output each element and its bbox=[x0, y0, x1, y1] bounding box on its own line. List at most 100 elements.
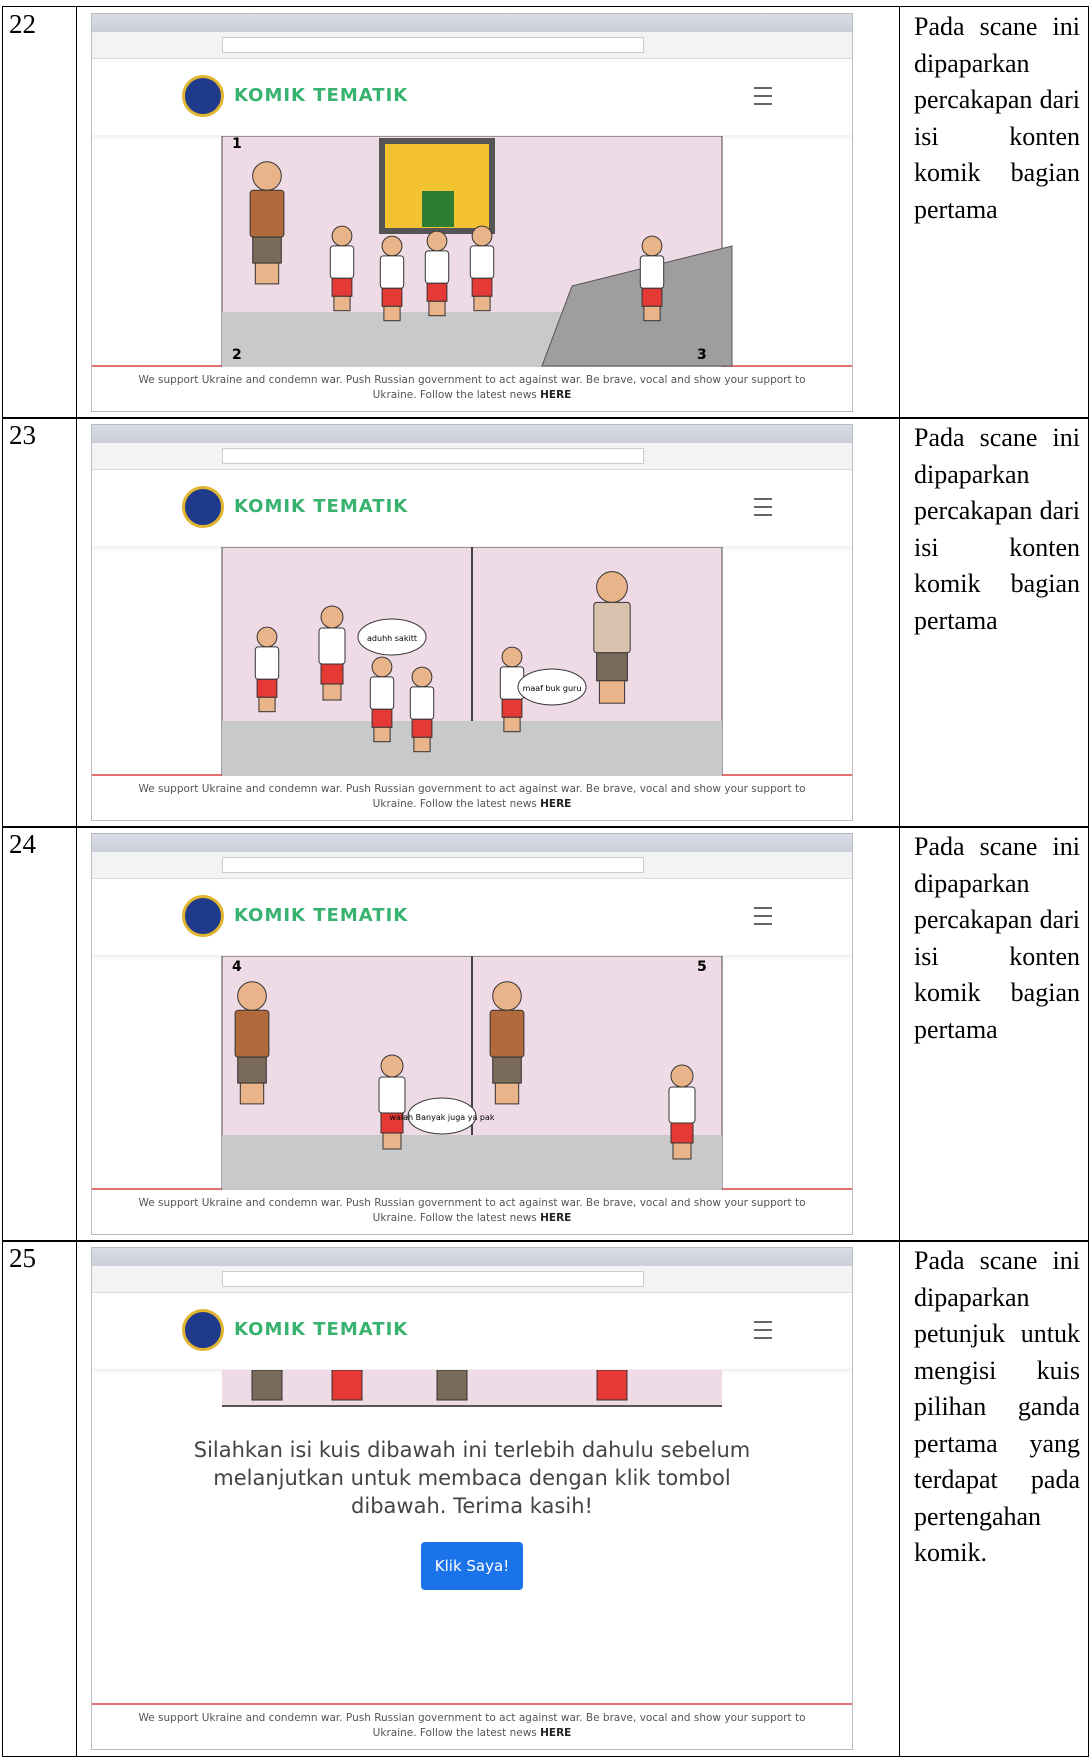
table-row: 23 Pada scane ini dipaparkan percakapan d… bbox=[2, 417, 1089, 828]
figure-legs bbox=[331, 277, 353, 297]
site-header: KOMIK TEMATIK bbox=[92, 879, 852, 955]
figure-head bbox=[237, 981, 267, 1011]
figure-head bbox=[331, 225, 353, 247]
panel-number: 1 bbox=[232, 136, 242, 152]
panel-number: 5 bbox=[697, 959, 707, 975]
row-description: Pada scane ini dipaparkan percakapan dar… bbox=[899, 7, 1088, 418]
site-header: KOMIK TEMATIK bbox=[92, 59, 852, 135]
brand: KOMIK TEMATIK bbox=[234, 905, 409, 926]
url-field bbox=[222, 448, 644, 464]
figure-head bbox=[471, 225, 493, 247]
comic: walah Banyak juga ya pak 4 5 bbox=[92, 955, 852, 1191]
site-header: KOMIK TEMATIK bbox=[92, 470, 852, 546]
figure-shins bbox=[428, 300, 446, 317]
row-description: Pada scane ini dipaparkan percakapan dar… bbox=[899, 827, 1088, 1241]
figure-shins bbox=[413, 736, 431, 753]
row-description: Pada scane ini dipaparkan percakapan dar… bbox=[899, 418, 1088, 827]
figure-legs bbox=[501, 698, 523, 718]
figure-head bbox=[426, 230, 448, 252]
browser-tabs bbox=[92, 14, 852, 32]
figure-body bbox=[469, 245, 495, 279]
screenshot: KOMIK TEMATIK We support Ukraine and cond… bbox=[91, 1247, 853, 1750]
figure-body bbox=[249, 189, 285, 238]
speech-bubble bbox=[357, 618, 427, 656]
row-number: 22 bbox=[3, 7, 77, 418]
figure-legs bbox=[670, 1122, 694, 1144]
footer-link: HERE bbox=[540, 797, 572, 810]
brand: KOMIK TEMATIK bbox=[234, 85, 409, 106]
figure-body bbox=[369, 676, 395, 710]
url-field bbox=[222, 1271, 644, 1287]
figure-shins bbox=[373, 726, 391, 743]
figure-shins bbox=[254, 262, 280, 285]
figure-legs bbox=[252, 236, 282, 264]
figure-head bbox=[641, 235, 663, 257]
logo bbox=[182, 1309, 224, 1351]
brand: KOMIK TEMATIK bbox=[234, 496, 409, 517]
url-field bbox=[222, 37, 644, 53]
logo bbox=[182, 895, 224, 937]
figure-head bbox=[501, 646, 523, 668]
figure-head bbox=[492, 981, 522, 1011]
comic-panels: 1 2 3 bbox=[221, 135, 733, 368]
panel-number: 2 bbox=[232, 347, 242, 363]
table-row: 22 Pada scane ini dipaparkan percakapan d… bbox=[2, 6, 1089, 419]
legs bbox=[436, 1369, 468, 1401]
footer-notice: We support Ukraine and condemn war. Push… bbox=[92, 1702, 852, 1749]
browser-tabs bbox=[92, 834, 852, 852]
figure-head bbox=[371, 656, 393, 678]
figure-body bbox=[489, 1009, 525, 1058]
menu-icon bbox=[754, 1321, 772, 1339]
footer-text: We support Ukraine and condemn war. Push… bbox=[138, 1711, 806, 1739]
quiz-button[interactable]: Klik Saya! bbox=[420, 1542, 524, 1590]
row-number: 25 bbox=[3, 1241, 77, 1756]
footer-notice: We support Ukraine and condemn war. Push… bbox=[92, 773, 852, 820]
figure-head bbox=[596, 571, 628, 603]
figure-legs bbox=[492, 1056, 522, 1084]
figure-shins bbox=[258, 696, 276, 713]
footer-text: We support Ukraine and condemn war. Push… bbox=[138, 782, 806, 810]
screenshot: KOMIK TEMATIK We support Ukraine and cond… bbox=[91, 13, 853, 412]
figure-shins bbox=[382, 1132, 402, 1150]
figure-body bbox=[378, 1076, 406, 1114]
quiz-text: Silahkan isi kuis dibawah ini terlebih d… bbox=[193, 1438, 751, 1518]
footer-notice: We support Ukraine and condemn war. Push… bbox=[92, 1187, 852, 1234]
site-header: KOMIK TEMATIK bbox=[92, 1293, 852, 1369]
legs bbox=[251, 1369, 283, 1401]
figure-shins bbox=[503, 716, 521, 733]
figure-shins bbox=[672, 1142, 692, 1160]
figure-legs bbox=[596, 652, 628, 682]
figure-shins bbox=[598, 680, 626, 704]
figure-legs bbox=[471, 277, 493, 297]
figure-head bbox=[381, 235, 403, 257]
figure-head bbox=[411, 666, 433, 688]
figure-body bbox=[318, 627, 346, 665]
floor bbox=[222, 1135, 722, 1190]
speech-bubble bbox=[517, 668, 587, 706]
address-bar bbox=[92, 32, 852, 59]
floor-panel bbox=[541, 245, 733, 367]
logo bbox=[182, 75, 224, 117]
row-number: 23 bbox=[3, 418, 77, 827]
floor bbox=[222, 721, 722, 776]
figure-legs bbox=[320, 663, 344, 685]
legs bbox=[596, 1369, 628, 1401]
comic-panels: walah Banyak juga ya pak 4 5 bbox=[221, 955, 723, 1191]
figure-body bbox=[593, 601, 631, 654]
figure-head bbox=[380, 1054, 404, 1078]
browser-tabs bbox=[92, 1248, 852, 1266]
figure-shins bbox=[333, 295, 351, 312]
figure-shins bbox=[383, 305, 401, 322]
comic-strip bbox=[92, 1369, 852, 1410]
bubble-text: aduhh sakitt bbox=[367, 634, 417, 643]
figure-head bbox=[320, 605, 344, 629]
quiz-instructions: Silahkan isi kuis dibawah ini terlebih d… bbox=[192, 1436, 752, 1590]
figure-legs bbox=[426, 282, 448, 302]
comic: aduhh sakitt maaf buk guru bbox=[92, 546, 852, 777]
footer-notice: We support Ukraine and condemn war. Push… bbox=[92, 364, 852, 411]
figure-shins bbox=[239, 1082, 265, 1105]
figure-legs bbox=[371, 708, 393, 728]
figure-legs bbox=[256, 678, 278, 698]
panel-number: 3 bbox=[697, 347, 707, 363]
